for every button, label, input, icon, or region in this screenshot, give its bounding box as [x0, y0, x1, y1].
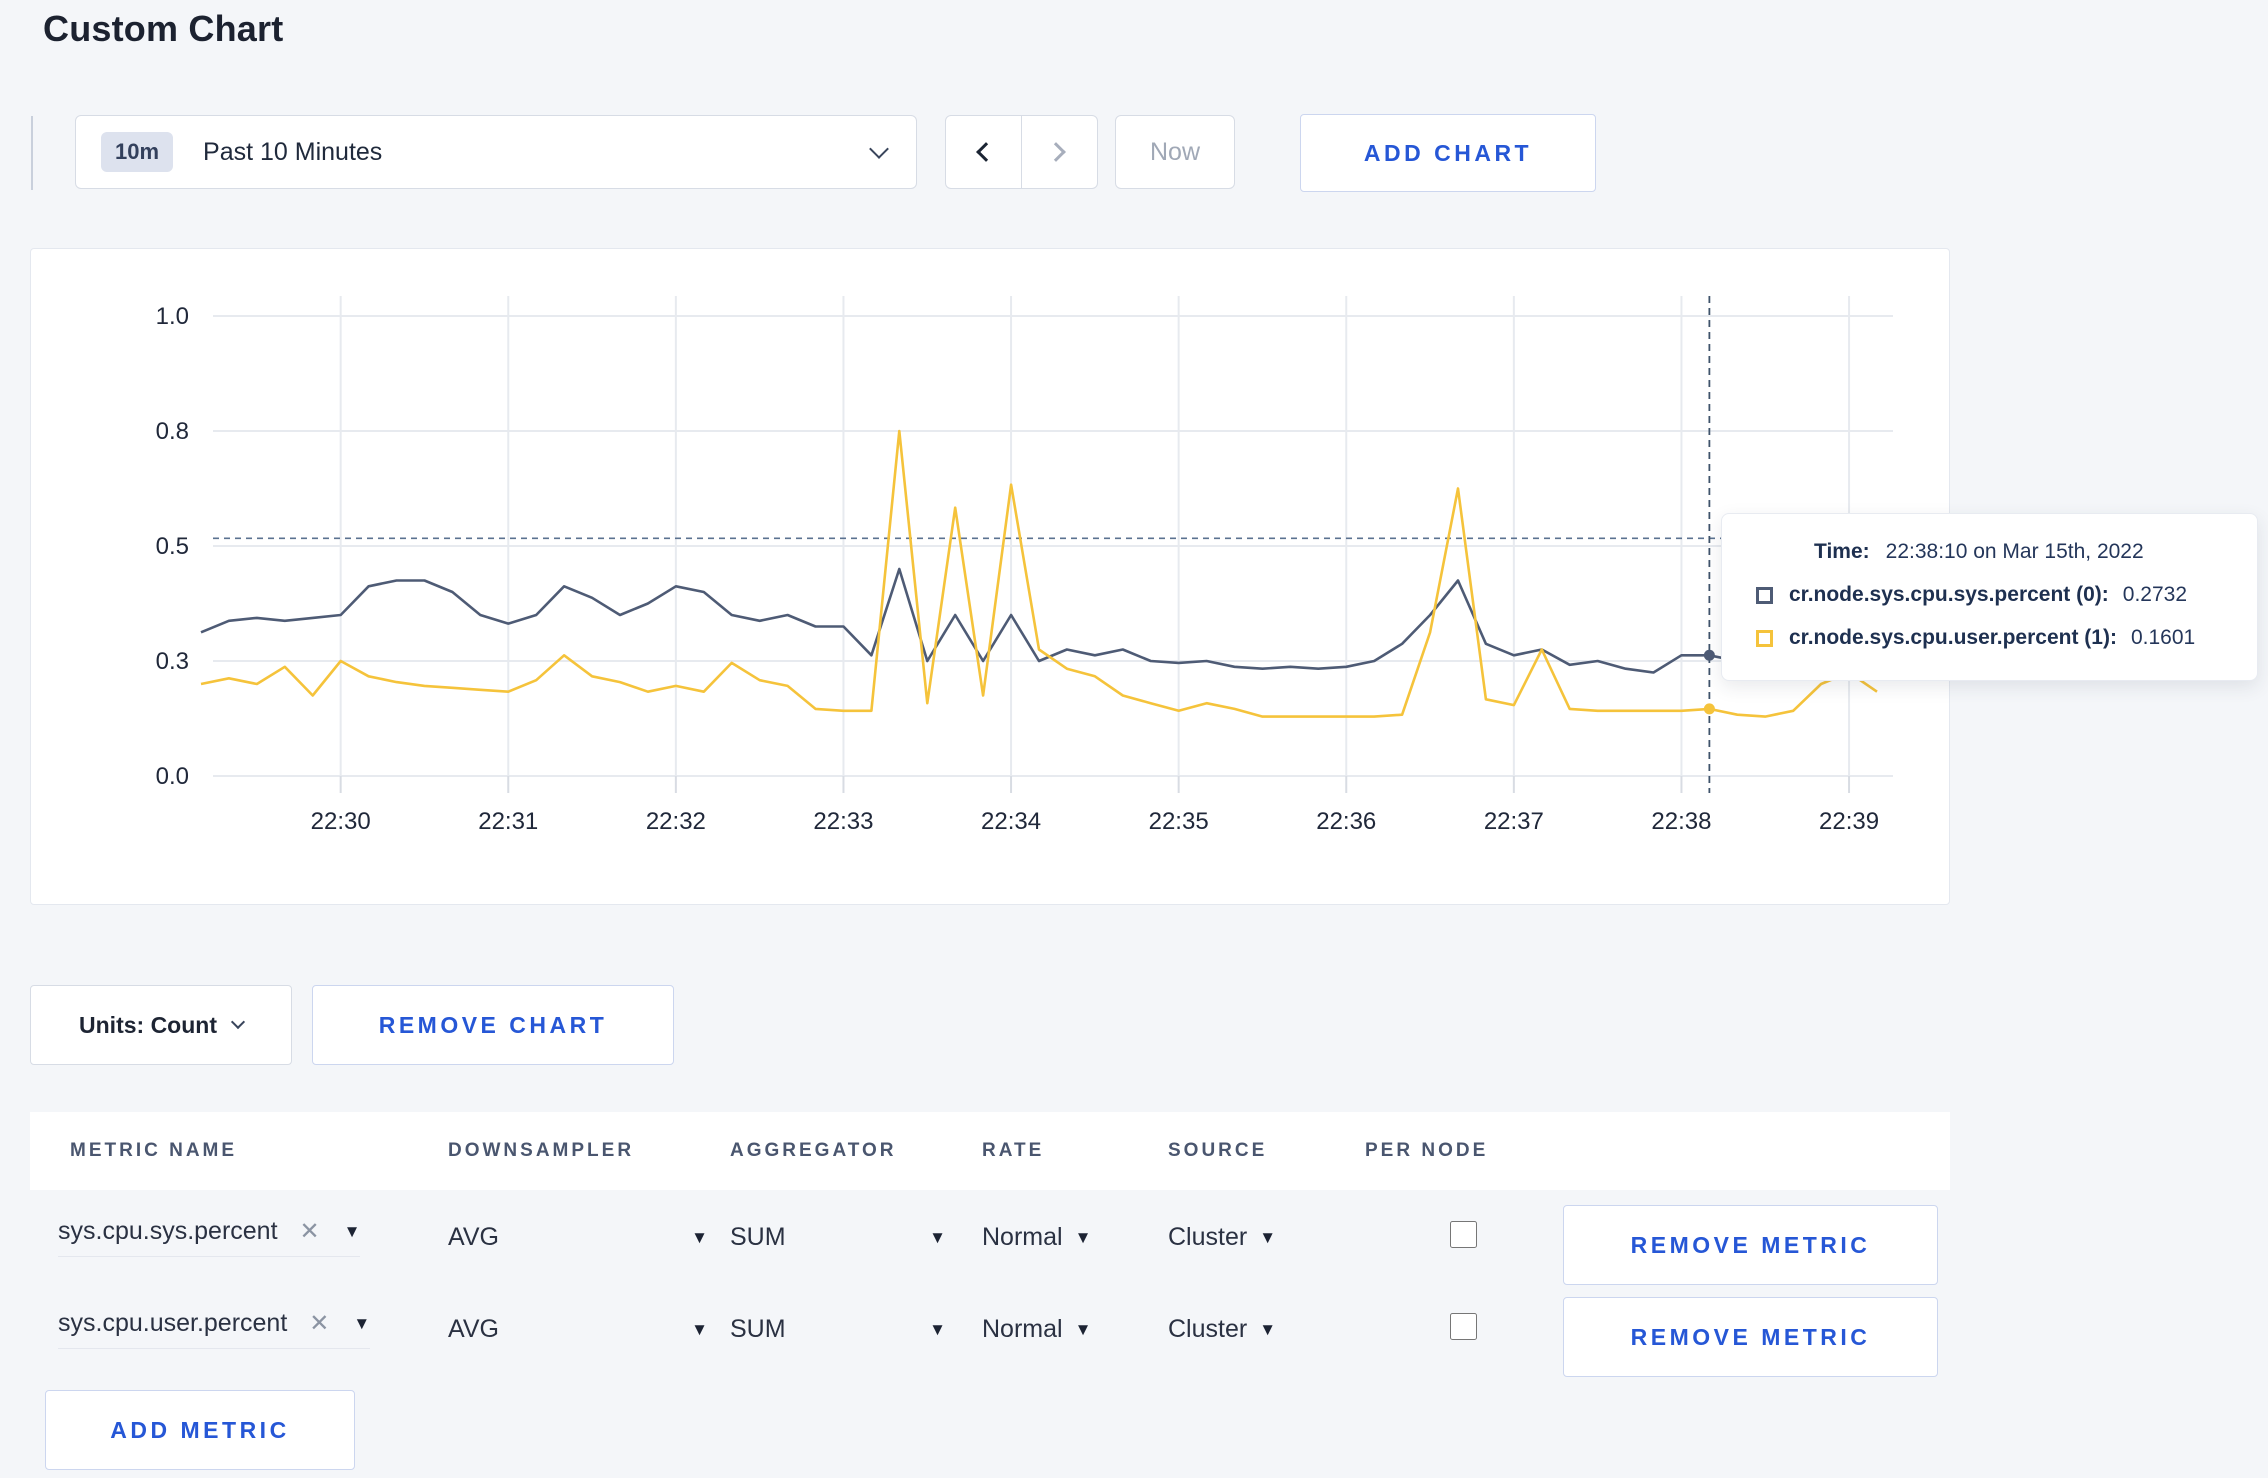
svg-text:22:38: 22:38 — [1651, 808, 1711, 835]
time-nav-group — [945, 115, 1098, 189]
now-button[interactable]: Now — [1115, 115, 1235, 189]
clear-metric-icon[interactable]: ✕ — [309, 1310, 330, 1337]
svg-text:22:30: 22:30 — [311, 808, 371, 835]
col-metric-name: METRIC NAME — [70, 1140, 238, 1161]
units-label: Units: Count — [79, 1011, 217, 1038]
metric-name-select[interactable]: sys.cpu.sys.percent ✕ ▼ — [58, 1217, 361, 1257]
metric-name-value: sys.cpu.sys.percent — [58, 1217, 278, 1245]
source-select[interactable]: Cluster ▼ — [1168, 1315, 1277, 1343]
downsampler-select[interactable]: AVG ▼ — [448, 1223, 708, 1251]
toolbar-divider — [31, 116, 33, 190]
svg-text:22:39: 22:39 — [1819, 808, 1879, 835]
dropdown-arrow-icon: ▼ — [1259, 1319, 1277, 1339]
dropdown-arrow-icon: ▼ — [691, 1319, 708, 1339]
svg-text:22:36: 22:36 — [1316, 808, 1376, 835]
series-swatch-icon — [1756, 629, 1773, 647]
svg-text:22:35: 22:35 — [1149, 808, 1209, 835]
tooltip-metric-value: 0.1601 — [2130, 626, 2196, 649]
remove-chart-button[interactable]: REMOVE CHART — [312, 985, 674, 1065]
next-time-button[interactable] — [1022, 116, 1098, 188]
dropdown-arrow-icon: ▼ — [929, 1227, 946, 1247]
rate-select[interactable]: Normal ▼ — [982, 1223, 1092, 1251]
metric-name-select[interactable]: sys.cpu.user.percent ✕ ▼ — [58, 1309, 371, 1349]
chevron-down-icon — [230, 1014, 246, 1030]
tooltip-metric-label: cr.node.sys.cpu.sys.percent (0): — [1789, 583, 2109, 606]
dropdown-arrow-icon: ▼ — [1074, 1319, 1092, 1339]
chevron-right-icon — [1046, 142, 1067, 162]
time-range-label: Past 10 Minutes — [203, 137, 383, 166]
timeseries-chart[interactable]: 0.0 0.3 0.5 0.8 1.0 22:30 22:31 22:32 22:33 22:34… — [31, 249, 1951, 906]
col-downsampler: DOWNSAMPLER — [448, 1140, 635, 1161]
source-select[interactable]: Cluster ▼ — [1168, 1223, 1277, 1251]
clear-metric-icon[interactable]: ✕ — [299, 1218, 320, 1245]
add-metric-button[interactable]: ADD METRIC — [45, 1390, 355, 1470]
chart-tooltip: Time: 22:38:10 on Mar 15th, 2022 cr.node… — [1721, 513, 2258, 681]
downsampler-select[interactable]: AVG ▼ — [448, 1315, 708, 1343]
col-per-node: PER NODE — [1365, 1140, 1489, 1161]
per-node-checkbox[interactable] — [1450, 1221, 1477, 1248]
remove-metric-button[interactable]: REMOVE METRIC — [1563, 1297, 1938, 1377]
time-range-selector[interactable]: 10m Past 10 Minutes — [75, 115, 917, 189]
chevron-left-icon — [976, 142, 997, 162]
svg-text:22:37: 22:37 — [1484, 808, 1544, 835]
metric-row: sys.cpu.user.percent ✕ ▼ AVG ▼ SUM ▼ Norma… — [30, 1291, 1950, 1383]
svg-text:22:31: 22:31 — [478, 808, 538, 835]
col-source: SOURCE — [1168, 1140, 1268, 1161]
svg-text:0.8: 0.8 — [156, 418, 189, 445]
tooltip-metric-value: 0.2732 — [2122, 583, 2188, 606]
dropdown-arrow-icon: ▼ — [691, 1227, 708, 1247]
dropdown-arrow-icon: ▼ — [1259, 1227, 1277, 1247]
time-range-badge: 10m — [101, 132, 174, 172]
dropdown-arrow-icon: ▼ — [353, 1313, 371, 1333]
svg-text:22:34: 22:34 — [981, 808, 1041, 835]
tooltip-time-value: 22:38:10 on Mar 15th, 2022 — [1885, 540, 2144, 563]
col-rate: RATE — [982, 1140, 1045, 1161]
dropdown-arrow-icon: ▼ — [1074, 1227, 1092, 1247]
tooltip-time-label: Time: — [1814, 540, 1870, 563]
svg-text:22:32: 22:32 — [646, 808, 706, 835]
metric-name-value: sys.cpu.user.percent — [58, 1309, 288, 1337]
svg-text:22:33: 22:33 — [813, 808, 873, 835]
metric-row: sys.cpu.sys.percent ✕ ▼ AVG ▼ SUM ▼ Normal… — [30, 1199, 1950, 1291]
aggregator-select[interactable]: SUM ▼ — [730, 1315, 946, 1343]
add-chart-button[interactable]: ADD CHART — [1300, 114, 1596, 192]
rate-select[interactable]: Normal ▼ — [982, 1315, 1092, 1343]
svg-text:0.0: 0.0 — [156, 763, 189, 790]
dropdown-arrow-icon: ▼ — [343, 1221, 361, 1241]
col-aggregator: AGGREGATOR — [730, 1140, 897, 1161]
svg-text:1.0: 1.0 — [156, 303, 189, 330]
per-node-checkbox[interactable] — [1450, 1313, 1477, 1340]
series-swatch-icon — [1756, 586, 1773, 604]
chevron-down-icon — [869, 139, 889, 159]
tooltip-metric-label: cr.node.sys.cpu.user.percent (1): — [1789, 626, 2117, 649]
units-select[interactable]: Units: Count — [30, 985, 292, 1065]
prev-time-button[interactable] — [946, 116, 1022, 188]
remove-metric-button[interactable]: REMOVE METRIC — [1563, 1205, 1938, 1285]
chart-card[interactable]: 0.0 0.3 0.5 0.8 1.0 22:30 22:31 22:32 22:33 22:34… — [30, 248, 1950, 905]
svg-text:0.5: 0.5 — [156, 533, 189, 560]
metrics-table-header: METRIC NAME DOWNSAMPLER AGGREGATOR RATE … — [30, 1112, 1950, 1190]
svg-text:0.3: 0.3 — [156, 648, 189, 675]
aggregator-select[interactable]: SUM ▼ — [730, 1223, 946, 1251]
page-title: Custom Chart — [43, 8, 284, 49]
dropdown-arrow-icon: ▼ — [929, 1319, 946, 1339]
